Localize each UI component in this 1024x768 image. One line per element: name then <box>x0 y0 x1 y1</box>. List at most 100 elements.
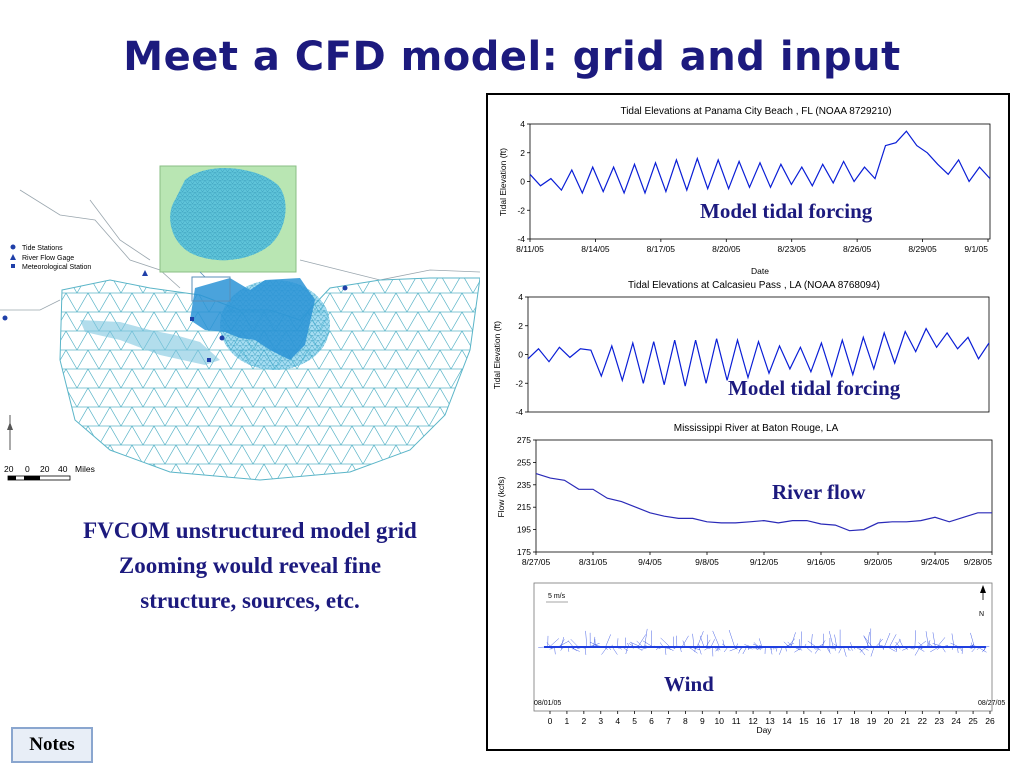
wind-vector <box>867 631 870 648</box>
wind-vectors <box>538 628 990 657</box>
chart1-ytick-label: 4 <box>520 119 525 129</box>
svg-text:20: 20 <box>4 464 14 474</box>
wind-vector <box>914 646 921 656</box>
chart2-title: Tidal Elevations at Calcasieu Pass , LA … <box>628 280 880 291</box>
scale-bar: 20 0 20 40 Miles <box>4 464 95 481</box>
grid-caption: FVCOM unstructured model grid Zooming wo… <box>30 513 470 618</box>
wind-vector <box>705 639 711 648</box>
wind-vector <box>826 646 831 654</box>
wind-vector <box>584 646 587 655</box>
north-indicator-icon <box>980 585 986 600</box>
chart1-annotation: Model tidal forcing <box>700 199 873 223</box>
wind-vector <box>834 634 837 648</box>
chart1-ytick-label: 0 <box>520 177 525 187</box>
wind-vector <box>625 646 628 655</box>
chart-mississippi-flow: Mississippi River at Baton Rouge, LA Flo… <box>496 423 993 567</box>
wind-vector <box>810 634 813 648</box>
chart4-xtick-label: 17 <box>833 716 843 726</box>
chart3-xtick-label: 8/31/05 <box>579 557 608 567</box>
wind-vector <box>758 638 763 648</box>
wind-vector <box>568 640 574 648</box>
wind-vector <box>682 640 686 648</box>
chart3-xtick-label: 9/12/05 <box>750 557 779 567</box>
legend-met-station: Meteorological Station <box>22 264 91 271</box>
wind-vector <box>970 632 975 648</box>
wind-vector <box>870 646 875 657</box>
wind-vector <box>644 628 648 648</box>
chart4-xtick-label: 7 <box>666 716 671 726</box>
chart2-ytick-label: 2 <box>518 321 523 331</box>
chart1-xtick-label: 8/23/05 <box>778 244 807 254</box>
wind-vector <box>722 639 725 648</box>
chart1-title: Tidal Elevations at Panama City Beach , … <box>620 106 891 117</box>
river-gage-marker <box>142 270 148 276</box>
wind-vector <box>936 637 946 648</box>
chart3-xtick-label: 9/4/05 <box>638 557 662 567</box>
wind-vector <box>742 646 747 655</box>
slide-title: Meet a CFD model: grid and input <box>123 34 901 80</box>
wind-vector <box>828 631 834 648</box>
chart1-ytick-label: -4 <box>517 234 525 244</box>
wind-vector <box>878 638 881 648</box>
wind-vector <box>692 633 695 648</box>
chart3-xtick-label: 9/16/05 <box>807 557 836 567</box>
chart3-ytick-label: 195 <box>517 525 531 535</box>
wind-vector <box>770 646 773 655</box>
svg-text:Miles: Miles <box>75 464 95 474</box>
wind-vector <box>617 638 619 648</box>
wind-vector <box>838 646 843 654</box>
wind-vector <box>858 646 866 656</box>
wind-vector <box>605 634 611 648</box>
wind-vector <box>843 646 847 657</box>
chart-calcasieu-pass: Tidal Elevations at Calcasieu Pass , LA … <box>492 280 990 417</box>
wind-scale-label: 5 m/s <box>548 593 566 600</box>
wind-vector <box>932 632 936 648</box>
wind-north-label: N <box>979 611 984 618</box>
chart4-xtick-label: 4 <box>615 716 620 726</box>
wind-vector <box>875 638 883 648</box>
wind-start-label: 08/01/05 <box>534 700 561 707</box>
chart4-xtick-label: 15 <box>799 716 809 726</box>
chart2-ytick-label: 0 <box>518 350 523 360</box>
chart4-xtick-label: 2 <box>581 716 586 726</box>
tide-station-marker <box>219 335 225 341</box>
wind-vector <box>889 634 897 648</box>
svg-text:0: 0 <box>25 464 30 474</box>
wind-vector <box>779 646 783 655</box>
wind-vector <box>593 636 596 648</box>
wind-end-label: 08/27/05 <box>978 700 1005 707</box>
chart3-xtick-label: 9/8/05 <box>695 557 719 567</box>
chart4-xtick-label: 0 <box>548 716 553 726</box>
chart1-xtick-label: 8/11/05 <box>516 244 544 254</box>
chart4-xtick-label: 12 <box>748 716 758 726</box>
legend-tide-stations: Tide Stations <box>22 245 63 252</box>
tide-station-marker <box>2 315 8 321</box>
chart4-xtick-label: 21 <box>901 716 911 726</box>
chart4-xtick-label: 5 <box>632 716 637 726</box>
chart4-xtick-label: 23 <box>934 716 944 726</box>
chart3-ylabel: Flow (kcfs) <box>496 476 506 517</box>
chart-panama-city: Tidal Elevations at Panama City Beach , … <box>498 106 991 276</box>
wind-vector <box>926 640 931 648</box>
svg-text:20: 20 <box>40 464 50 474</box>
notes-button[interactable]: Notes <box>11 727 93 763</box>
chart4-xtick-label: 16 <box>816 716 826 726</box>
chart4-xtick-label: 8 <box>683 716 688 726</box>
wind-vector <box>637 634 647 648</box>
chart4-xtick-label: 22 <box>918 716 928 726</box>
chart1-xtick-label: 8/17/05 <box>647 244 676 254</box>
wind-vector <box>561 637 564 648</box>
wind-vector <box>814 646 820 654</box>
chart1-xlabel: Date <box>751 266 769 276</box>
wind-vector <box>894 639 901 648</box>
chart4-annotation: Wind <box>664 672 714 696</box>
wind-vector <box>698 646 702 655</box>
chart3-ytick-label: 255 <box>517 457 531 467</box>
fvcom-mesh-map: Tide Stations River Flow Gage Meteorolog… <box>0 165 480 481</box>
chart4-xtick-label: 20 <box>884 716 894 726</box>
caption-line-3: structure, sources, etc. <box>140 588 360 613</box>
input-charts-panel: Tidal Elevations at Panama City Beach , … <box>486 93 1010 751</box>
wind-vector <box>712 630 720 648</box>
chart4-xtick-label: 26 <box>985 716 995 726</box>
